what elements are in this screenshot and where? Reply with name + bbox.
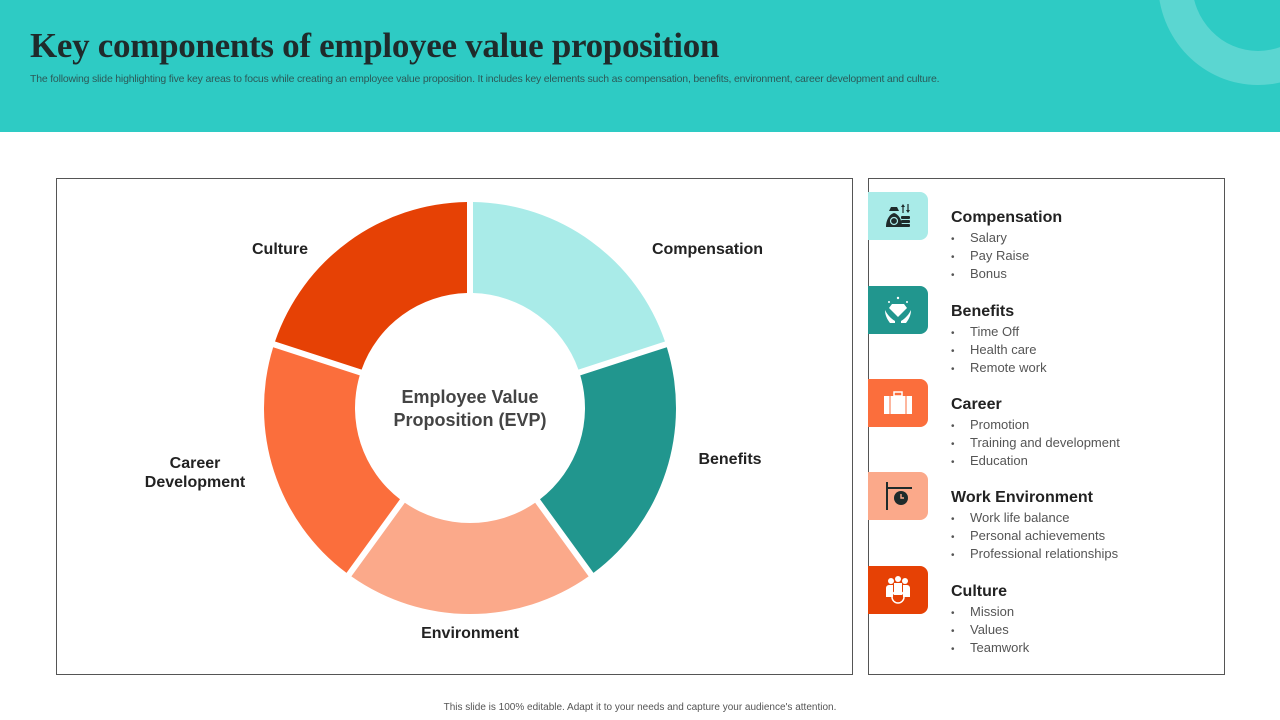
detail-title: Benefits — [951, 303, 1015, 320]
bullet-item: Values — [951, 622, 1029, 640]
segment-label-career-development: Career Development — [130, 454, 260, 492]
bullet-item: Remote work — [951, 360, 1047, 378]
segment-career-development — [264, 347, 401, 573]
segment-culture — [275, 202, 468, 370]
footer-note: This slide is 100% editable. Adapt it to… — [443, 702, 837, 713]
detail-bullets: SalaryPay RaiseBonus — [951, 230, 1029, 284]
briefcase-icon — [868, 379, 928, 427]
bullet-item: Personal achievements — [951, 528, 1118, 546]
detail-title: Career — [951, 396, 1002, 413]
detail-title: Culture — [951, 583, 1007, 600]
bullet-item: Professional relationships — [951, 546, 1118, 564]
center-line: Employee Value — [401, 387, 539, 407]
segment-label-benefits: Benefits — [698, 451, 762, 468]
detail-title: Work Environment — [951, 489, 1093, 506]
money-bag-icon — [868, 192, 928, 240]
page-subtitle: The following slide highlighting five ke… — [30, 73, 940, 85]
bullet-item: Pay Raise — [951, 248, 1029, 266]
team-icon — [868, 566, 928, 614]
bullet-item: Training and development — [951, 435, 1120, 453]
label-line: Career — [169, 455, 221, 472]
bullet-item: Salary — [951, 230, 1029, 248]
detail-bullets: Work life balancePersonal achievementsPr… — [951, 510, 1118, 564]
segment-label-compensation: Compensation — [651, 241, 764, 258]
bullet-item: Work life balance — [951, 510, 1118, 528]
bullet-item: Mission — [951, 604, 1029, 622]
segment-label-culture: Culture — [252, 241, 308, 258]
detail-bullets: MissionValuesTeamwork — [951, 604, 1029, 658]
center-label: Employee Value Proposition (EVP) — [370, 386, 570, 432]
segment-benefits — [539, 347, 676, 573]
header-banner: Key components of employee value proposi… — [0, 0, 1280, 132]
detail-title: Compensation — [951, 209, 1063, 226]
bullet-item: Education — [951, 453, 1120, 471]
center-line: Proposition (EVP) — [393, 410, 547, 430]
bullet-item: Bonus — [951, 266, 1029, 284]
label-line: Development — [144, 474, 246, 491]
page-title: Key components of employee value proposi… — [30, 26, 720, 65]
diagram-panel — [56, 178, 853, 675]
detail-bullets: Time OffHealth careRemote work — [951, 324, 1047, 378]
segment-environment — [351, 502, 589, 615]
bullet-item: Time Off — [951, 324, 1047, 342]
bullet-item: Teamwork — [951, 640, 1029, 658]
detail-bullets: PromotionTraining and developmentEducati… — [951, 417, 1120, 471]
bullet-item: Health care — [951, 342, 1047, 360]
segment-compensation — [472, 202, 665, 370]
bullet-item: Promotion — [951, 417, 1120, 435]
diamond-hands-icon — [868, 286, 928, 334]
clock-sign-icon — [868, 472, 928, 520]
segment-label-environment: Environment — [421, 625, 519, 642]
